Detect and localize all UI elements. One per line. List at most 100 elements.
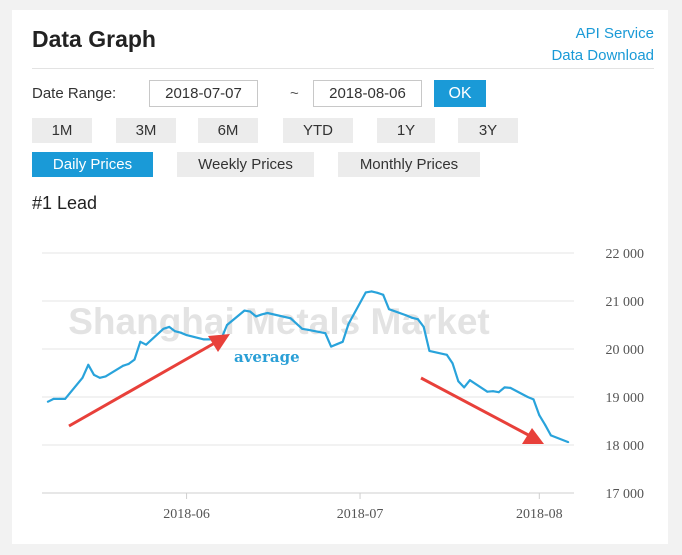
price-point [422, 325, 425, 328]
price-point [93, 373, 96, 376]
average-annotation: average [234, 348, 300, 366]
price-point [486, 390, 489, 393]
chart-gridlines [42, 252, 574, 494]
price-point [532, 398, 535, 401]
price-point [347, 323, 350, 326]
price-point [168, 325, 171, 328]
price-point [324, 332, 327, 335]
uptrend-arrow-head [208, 334, 230, 352]
price-point [162, 327, 165, 330]
price-point [301, 327, 304, 330]
price-point [503, 386, 506, 389]
price-point [330, 345, 333, 348]
daily-prices-button[interactable]: Daily Prices [32, 152, 153, 177]
price-point [133, 358, 136, 361]
price-point [145, 343, 148, 346]
price-point [87, 363, 90, 366]
range-button-3m[interactable]: 3M [116, 118, 176, 143]
price-point [492, 390, 495, 393]
price-point [98, 376, 101, 379]
data-graph-panel: Data Graph API Service Data Download Dat… [12, 10, 668, 544]
price-point [243, 309, 246, 312]
date-separator: ~ [290, 85, 299, 102]
y-tick-label: 22 000 [606, 247, 645, 262]
y-tick-label: 19 000 [606, 391, 645, 406]
metal-name: #1 Lead [32, 193, 98, 213]
price-point [428, 349, 431, 352]
uptrend-arrow [68, 334, 230, 428]
price-point [526, 396, 529, 398]
header-links: API Service Data Download [551, 23, 654, 67]
price-point [139, 340, 142, 343]
price-point [307, 328, 309, 331]
price-point [52, 397, 55, 400]
price-point [46, 400, 49, 403]
price-point [364, 291, 367, 294]
range-button-ytd[interactable]: YTD [283, 118, 353, 143]
price-point [185, 334, 188, 337]
price-point [509, 386, 512, 389]
price-point [226, 324, 229, 326]
price-point [295, 322, 298, 325]
price-points [46, 290, 570, 444]
price-point [335, 343, 338, 346]
price-line [47, 290, 569, 444]
price-point [64, 397, 67, 400]
price-point [497, 391, 500, 394]
x-tick-label: 2018-08 [516, 507, 563, 522]
api-service-link[interactable]: API Service [575, 25, 654, 42]
price-point [538, 414, 541, 417]
range-button-3y[interactable]: 3Y [458, 118, 518, 143]
downtrend-arrow-shaft [420, 376, 535, 440]
data-download-link[interactable]: Data Download [551, 47, 654, 64]
price-point [81, 376, 84, 379]
range-button-1m[interactable]: 1M [32, 118, 92, 143]
price-point [411, 316, 414, 319]
range-button-1y[interactable]: 1Y [377, 118, 435, 143]
start-date-input[interactable] [149, 80, 258, 107]
price-point [445, 353, 448, 356]
price-point [544, 423, 547, 426]
price-point [468, 379, 471, 382]
price-point [174, 330, 176, 333]
y-tick-label: 18 000 [606, 439, 645, 454]
price-point [249, 310, 252, 313]
price-point [370, 290, 373, 293]
header-divider [32, 68, 654, 69]
price-point [260, 313, 263, 316]
price-point [179, 331, 182, 334]
price-point [387, 308, 390, 311]
price-point [104, 375, 107, 378]
price-point [457, 380, 460, 383]
y-tick-label: 21 000 [606, 295, 645, 310]
price-point [341, 340, 344, 343]
y-axis-labels: 17 000 18 000 19 000 20 000 21 000 22 000 [606, 247, 645, 502]
page-title: Data Graph [32, 26, 156, 52]
date-range-row: Date Range: ~ OK [32, 80, 672, 107]
range-button-6m[interactable]: 6M [198, 118, 258, 143]
price-point [58, 397, 61, 400]
price-point [416, 318, 419, 321]
price-point [202, 338, 205, 341]
downtrend-arrow-head [522, 428, 544, 444]
x-tick-label: 2018-06 [163, 507, 210, 522]
monthly-prices-button[interactable]: Monthly Prices [338, 152, 480, 177]
price-point [382, 293, 385, 296]
price-point [405, 314, 408, 317]
downtrend-arrow [420, 376, 544, 444]
price-point [463, 386, 466, 389]
price-point [289, 317, 292, 320]
y-tick-label: 20 000 [606, 343, 645, 358]
price-point [376, 291, 379, 294]
price-point [254, 315, 257, 318]
price-point [266, 312, 269, 314]
x-tick-label: 2018-07 [337, 507, 384, 522]
price-point [121, 364, 124, 367]
weekly-prices-button[interactable]: Weekly Prices [177, 152, 314, 177]
end-date-input[interactable] [313, 80, 422, 107]
uptrend-arrow-shaft [68, 338, 221, 428]
ok-button[interactable]: OK [434, 80, 486, 107]
y-tick-label: 17 000 [606, 487, 645, 502]
x-axis-labels: 2018-06 2018-07 2018-08 [163, 493, 563, 522]
